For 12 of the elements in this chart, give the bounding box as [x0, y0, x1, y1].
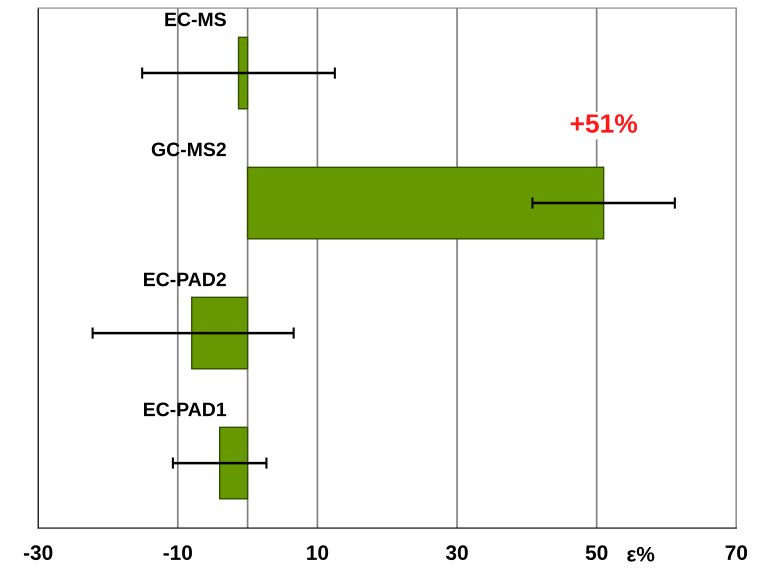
x-tick-label: 50 — [586, 545, 608, 560]
x-tick-label: -30 — [24, 545, 52, 560]
annotation: +51% — [570, 114, 638, 133]
y-tick-label: EC-PAD1 — [144, 402, 226, 416]
x-tick-label: 30 — [446, 545, 468, 560]
x-tick-label: -10 — [164, 545, 192, 560]
x-tick-label: 10 — [307, 545, 328, 560]
y-tick-label: EC-PAD2 — [144, 272, 226, 286]
x-axis-title: ε% — [627, 546, 654, 562]
y-tick-label: EC-MS — [165, 12, 226, 26]
x-tick-label: 70 — [726, 545, 748, 560]
y-tick-label: GC-MS2 — [152, 142, 226, 156]
